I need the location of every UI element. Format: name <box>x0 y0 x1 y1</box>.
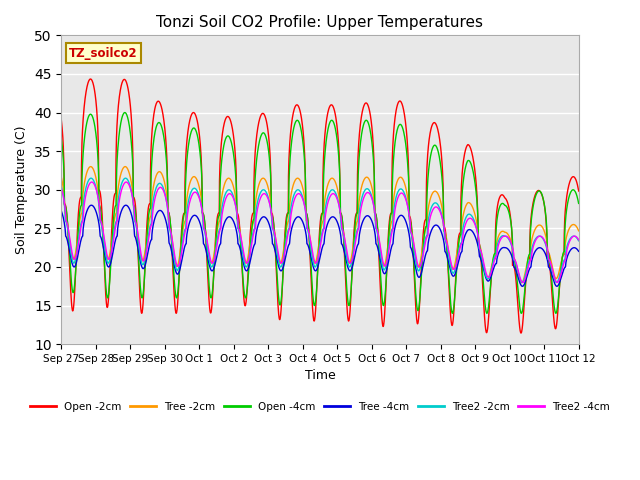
Open -4cm <box>552 311 560 316</box>
Tree2 -4cm <box>575 237 582 243</box>
Tree -4cm <box>335 224 342 229</box>
Tree -2cm <box>346 260 354 265</box>
Open -4cm <box>346 298 354 304</box>
Legend: Open -2cm, Tree -2cm, Open -4cm, Tree -4cm, Tree2 -2cm, Tree2 -4cm: Open -2cm, Tree -2cm, Open -4cm, Tree -4… <box>26 398 614 416</box>
Tree -4cm <box>346 268 354 274</box>
Tree -2cm <box>121 164 129 169</box>
Line: Open -4cm: Open -4cm <box>61 112 579 313</box>
Open -4cm <box>121 109 129 115</box>
Tree2 -4cm <box>58 185 65 191</box>
Open -4cm <box>575 201 582 206</box>
Open -2cm <box>346 307 354 313</box>
Tree -2cm <box>335 193 342 199</box>
Tree2 -2cm <box>529 240 537 246</box>
Tree2 -4cm <box>88 179 95 185</box>
Tree2 -4cm <box>519 279 527 285</box>
Tree -2cm <box>575 228 582 234</box>
Tree2 -4cm <box>346 260 354 266</box>
Tree -4cm <box>470 231 478 237</box>
Tree2 -2cm <box>575 238 582 244</box>
Tree2 -4cm <box>529 243 537 249</box>
Tree2 -4cm <box>202 231 210 237</box>
Open -2cm <box>470 162 478 168</box>
Title: Tonzi Soil CO2 Profile: Upper Temperatures: Tonzi Soil CO2 Profile: Upper Temperatur… <box>157 15 483 30</box>
Open -2cm <box>202 236 210 241</box>
Tree -4cm <box>202 247 210 252</box>
Tree2 -2cm <box>58 184 65 190</box>
Open -4cm <box>529 204 537 209</box>
Tree -4cm <box>575 249 582 254</box>
Tree -2cm <box>544 249 552 254</box>
Tree2 -4cm <box>544 248 552 253</box>
Open -4cm <box>543 249 551 254</box>
Tree -4cm <box>553 283 561 289</box>
Tree -4cm <box>543 257 551 263</box>
Tree2 -2cm <box>470 218 478 224</box>
Tree -2cm <box>58 175 65 180</box>
Line: Open -2cm: Open -2cm <box>61 79 579 333</box>
Open -4cm <box>335 155 342 160</box>
Tree2 -2cm <box>335 201 342 207</box>
Line: Tree -2cm: Tree -2cm <box>61 167 579 283</box>
Tree -2cm <box>518 280 525 286</box>
Open -2cm <box>87 76 95 82</box>
Open -2cm <box>529 199 537 204</box>
Tree -2cm <box>529 231 537 237</box>
Tree -4cm <box>122 203 130 208</box>
Tree2 -2cm <box>518 279 526 285</box>
Line: Tree2 -4cm: Tree2 -4cm <box>61 182 579 282</box>
Line: Tree2 -2cm: Tree2 -2cm <box>61 178 579 282</box>
X-axis label: Time: Time <box>305 370 335 383</box>
Tree -2cm <box>470 209 478 215</box>
Tree2 -2cm <box>346 264 354 270</box>
Line: Tree -4cm: Tree -4cm <box>61 205 579 286</box>
Tree2 -2cm <box>202 234 210 240</box>
Tree -4cm <box>529 253 537 259</box>
Tree2 -2cm <box>544 252 552 258</box>
Open -2cm <box>517 330 525 336</box>
Text: TZ_soilco2: TZ_soilco2 <box>69 47 138 60</box>
Open -4cm <box>470 174 478 180</box>
Tree -4cm <box>58 208 65 214</box>
Tree2 -4cm <box>470 220 478 226</box>
Open -2cm <box>575 188 582 194</box>
Tree2 -4cm <box>335 202 342 207</box>
Tree -2cm <box>202 230 210 236</box>
Y-axis label: Soil Temperature (C): Soil Temperature (C) <box>15 126 28 254</box>
Open -4cm <box>58 136 65 142</box>
Open -2cm <box>58 118 65 123</box>
Open -2cm <box>544 255 552 261</box>
Tree2 -2cm <box>87 175 95 181</box>
Open -2cm <box>335 145 342 151</box>
Open -4cm <box>202 232 210 238</box>
